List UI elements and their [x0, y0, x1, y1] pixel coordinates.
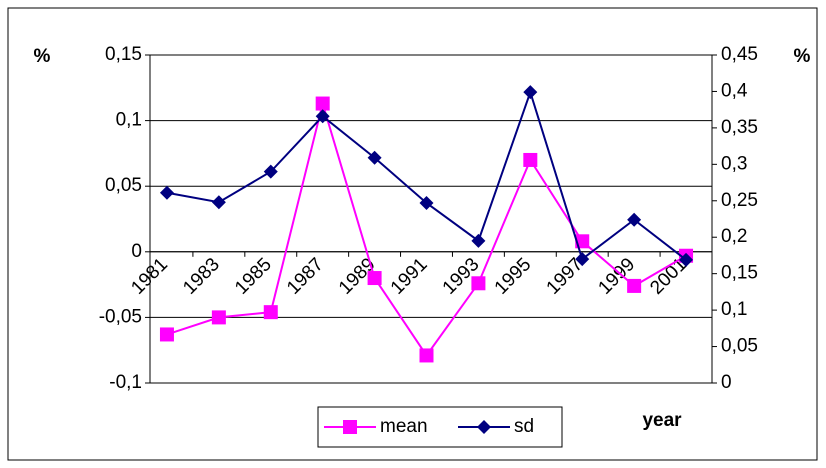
legend-label: mean: [380, 416, 428, 437]
marker: [367, 150, 382, 165]
marker: [523, 85, 538, 100]
y2-tick-label: 0,15: [721, 263, 758, 284]
y2-tick-label: 0,05: [721, 336, 758, 357]
marker: [523, 152, 538, 167]
marker: [211, 310, 226, 325]
marker: [343, 420, 357, 434]
marker: [263, 305, 278, 320]
y2-tick-label: 0,45: [721, 44, 758, 65]
marker: [627, 212, 642, 227]
marker: [471, 276, 486, 291]
marker: [419, 195, 434, 210]
y2-tick-label: 0,35: [721, 117, 758, 138]
marker: [211, 195, 226, 210]
marker: [315, 109, 330, 124]
y2-tick-label: 0,25: [721, 190, 758, 211]
y-tick-label: -0,05: [99, 306, 142, 327]
marker: [315, 96, 330, 111]
marker: [471, 233, 486, 248]
marker: [159, 327, 174, 342]
legend-label: sd: [514, 416, 534, 437]
y2-tick-label: 0,3: [721, 153, 747, 174]
y2-tick-label: 0,1: [721, 299, 747, 320]
marker: [367, 271, 382, 286]
y2-tick-label: 0,2: [721, 226, 747, 247]
y-tick-label: 0,05: [105, 175, 142, 196]
marker: [477, 420, 491, 434]
marker: [263, 164, 278, 179]
chart-border: [7, 7, 818, 461]
y-axis-title: %: [34, 46, 51, 67]
y2-axis-title: %: [794, 46, 811, 67]
y-tick-label: 0,1: [116, 110, 142, 131]
x-axis-title: year: [642, 410, 682, 431]
marker: [679, 252, 694, 267]
marker: [627, 278, 642, 293]
marker: [159, 185, 174, 200]
y-tick-label: 0: [131, 241, 142, 262]
y-tick-label: -0,1: [109, 372, 142, 393]
y2-tick-label: 0: [721, 372, 732, 393]
y2-tick-label: 0,4: [721, 80, 748, 101]
marker: [419, 348, 434, 363]
marker: [575, 252, 590, 267]
y-tick-label: 0,15: [105, 44, 142, 65]
